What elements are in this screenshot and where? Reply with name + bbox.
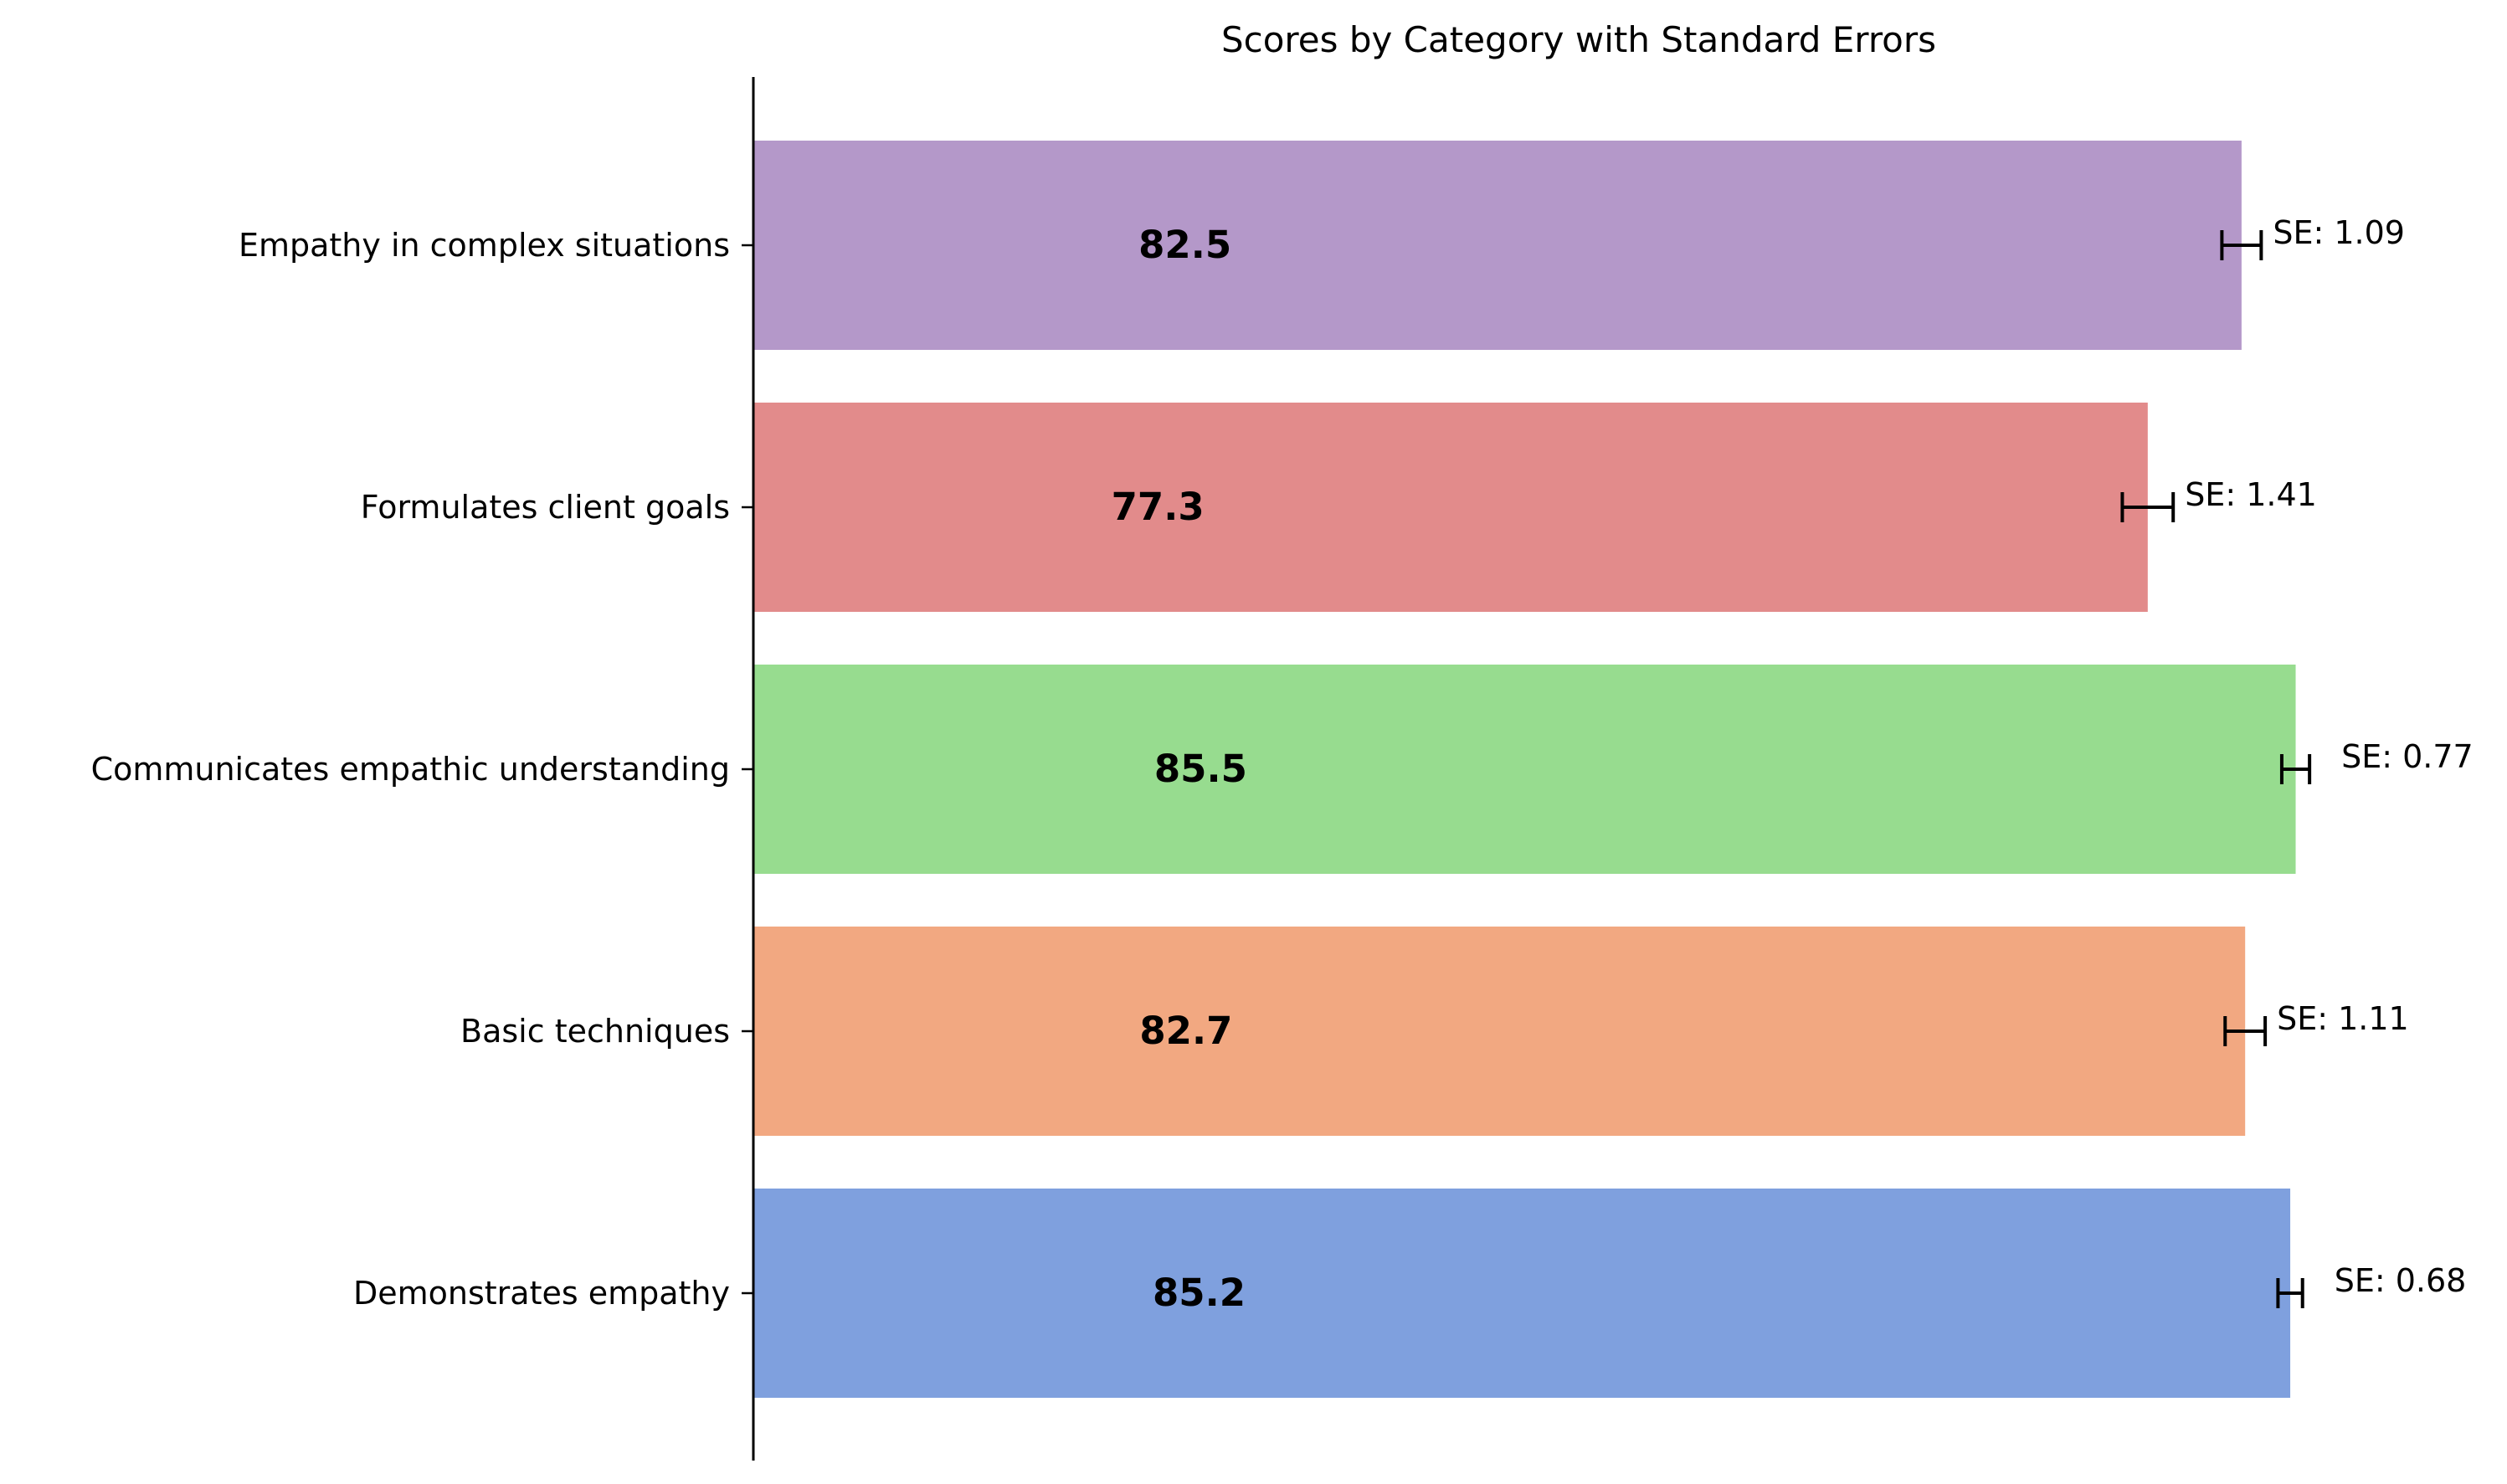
bar — [753, 141, 2242, 350]
error-bars-layer — [2120, 230, 2312, 1308]
y-tick-label: Basic techniques — [460, 1013, 730, 1050]
value-label: 85.5 — [1154, 747, 1247, 791]
se-label: SE: 1.41 — [2185, 476, 2317, 513]
value-label: 82.5 — [1138, 223, 1231, 267]
se-label: SE: 0.68 — [2335, 1262, 2467, 1299]
value-label: 85.2 — [1153, 1271, 1246, 1315]
se-label: SE: 1.09 — [2273, 214, 2405, 251]
chart-title: Scores by Category with Standard Errors — [1221, 19, 1936, 60]
value-label: 82.7 — [1139, 1009, 1232, 1053]
y-axis: Demonstrates empathy Basic techniques Comm… — [91, 77, 755, 1461]
bar — [753, 927, 2246, 1136]
y-tick-label: Demonstrates empathy — [353, 1275, 730, 1312]
bars-layer — [753, 141, 2296, 1398]
labels-layer: 85.2 SE: 0.68 82.7 SE: 1.11 85.5 SE: 0.77 77.3… — [1112, 214, 2474, 1315]
se-label: SE: 1.11 — [2277, 1000, 2409, 1037]
bar — [753, 665, 2296, 874]
bar — [753, 403, 2148, 612]
y-tick-label: Formulates client goals — [361, 489, 730, 526]
se-label: SE: 0.77 — [2341, 738, 2474, 775]
y-tick-label: Communicates empathic understanding — [91, 751, 730, 788]
y-tick-label: Empathy in complex situations — [239, 227, 730, 264]
value-label: 77.3 — [1112, 485, 1205, 529]
bar — [753, 1189, 2291, 1398]
